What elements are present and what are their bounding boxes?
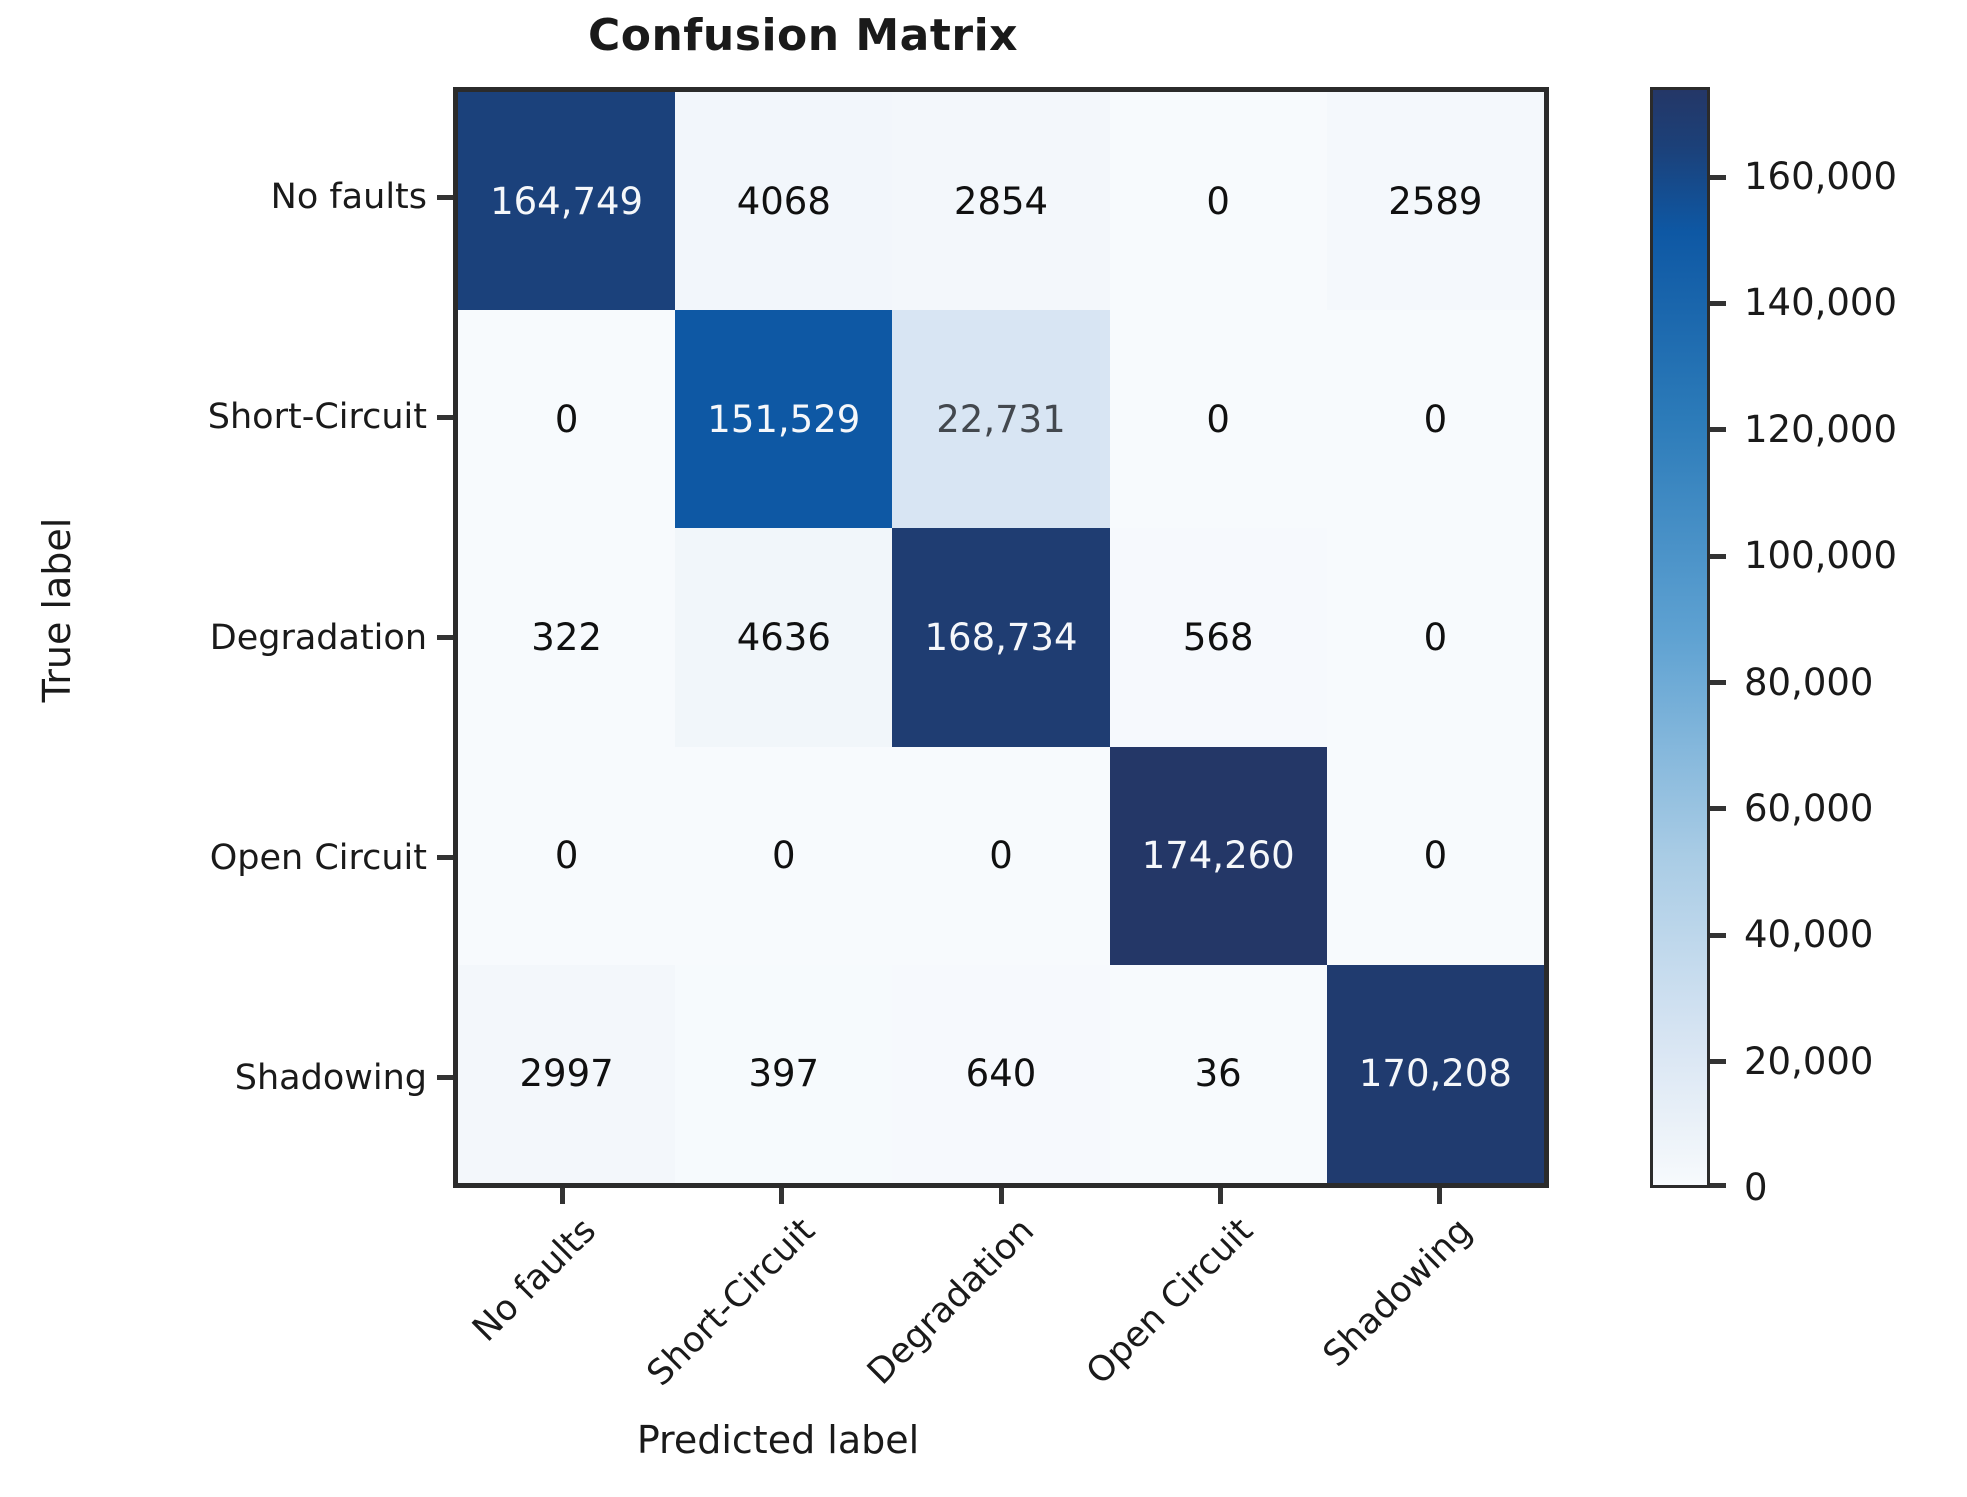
matrix-cell: 0: [1326, 746, 1544, 965]
tick-mark: [437, 1075, 453, 1081]
tick-mark: [437, 855, 453, 861]
matrix-cell: 0: [892, 746, 1110, 965]
colorbar-tick-label: 20,000: [1744, 1039, 1874, 1083]
y-tick-label: Open Circuit: [209, 837, 427, 878]
tick-mark: [779, 1188, 785, 1204]
colorbar-tick-mark: [1710, 932, 1726, 938]
tick-mark: [560, 1188, 566, 1204]
matrix-cell: 2997: [458, 964, 676, 1183]
colorbar-tick-mark: [1710, 680, 1726, 686]
colorbar-tick-label: 40,000: [1744, 913, 1874, 957]
tick-mark: [437, 194, 453, 200]
matrix-cell: 0: [1109, 310, 1327, 529]
matrix-cell: 2589: [1326, 92, 1544, 311]
matrix-cell: 151,529: [675, 310, 893, 529]
matrix-cell: 4068: [675, 92, 893, 311]
matrix-cell: 170,208: [1326, 964, 1544, 1183]
colorbar-tick-label: 100,000: [1744, 534, 1898, 578]
tick-mark: [437, 635, 453, 640]
colorbar-tick-mark: [1710, 553, 1726, 559]
matrix-cell: 174,260: [1109, 746, 1327, 965]
matrix-cell: 0: [1109, 92, 1327, 311]
chart-title: Confusion Matrix: [587, 10, 1019, 61]
tick-mark: [1217, 1188, 1223, 1204]
matrix-cell: 0: [1326, 310, 1544, 529]
colorbar-tick-mark: [1710, 1182, 1726, 1188]
colorbar-tick-label: 0: [1744, 1166, 1768, 1209]
matrix-cell: 0: [458, 746, 676, 965]
colorbar-tick-mark: [1710, 174, 1726, 180]
matrix-cell: 0: [675, 746, 893, 965]
matrix-cell: 168,734: [892, 528, 1110, 747]
colorbar-tick-label: 60,000: [1744, 786, 1874, 830]
colorbar-tick-mark: [1710, 806, 1726, 812]
colorbar-tick-label: 160,000: [1744, 155, 1898, 199]
colorbar-tick-mark: [1710, 427, 1726, 433]
heatmap-grid: 164,749 4068 2854 0 2589 0 151,529 22,731 0 0 322 4…: [453, 87, 1549, 1188]
colorbar-tick-label: 80,000: [1744, 660, 1874, 704]
tick-mark: [437, 414, 453, 420]
y-tick-label: Degradation: [209, 617, 427, 658]
colorbar-tick-label: 120,000: [1744, 407, 1898, 451]
matrix-cell: 0: [458, 310, 676, 529]
colorbar-tick-mark: [1710, 300, 1726, 306]
tick-mark: [998, 1188, 1004, 1204]
tick-mark: [1436, 1188, 1442, 1204]
y-tick-label: Shadowing: [234, 1057, 427, 1098]
y-tick-label: No faults: [270, 177, 427, 218]
colorbar-tick-label: 140,000: [1744, 281, 1898, 325]
matrix-cell: 568: [1109, 528, 1327, 747]
colorbar-tick-mark: [1710, 1059, 1726, 1065]
y-tick-label: Short-Circuit: [207, 397, 427, 438]
matrix-cell: 4636: [675, 528, 893, 747]
matrix-cell: 322: [458, 528, 676, 747]
matrix-cell: 22,731: [892, 310, 1110, 529]
matrix-cell: 0: [1326, 528, 1544, 747]
x-axis-label: Predicted label: [636, 1418, 920, 1462]
matrix-cell: 36: [1109, 964, 1327, 1183]
matrix-cell: 164,749: [458, 92, 676, 311]
matrix-cell: 2854: [892, 92, 1110, 311]
matrix-cell: 640: [892, 964, 1110, 1183]
colorbar: [1650, 87, 1710, 1188]
matrix-cell: 397: [675, 964, 893, 1183]
